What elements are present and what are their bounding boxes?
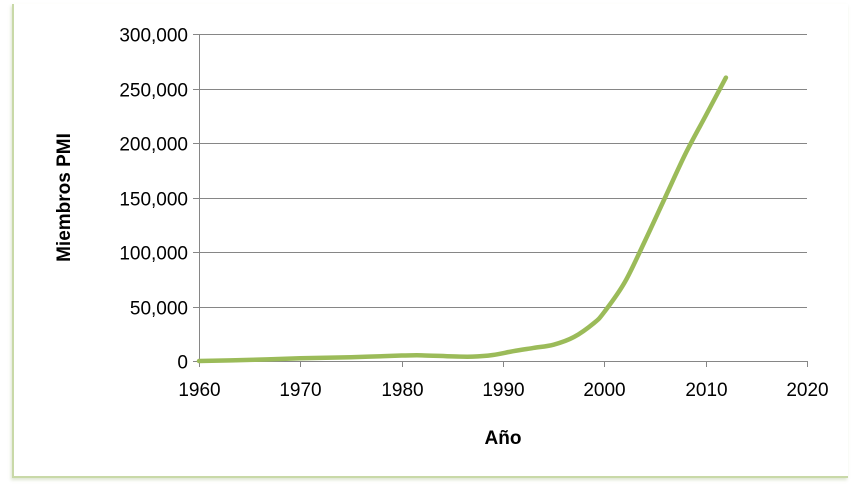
- y-tick-label-3: 150,000: [119, 190, 188, 211]
- x-tick-label-0: 1960: [178, 380, 220, 401]
- y-tick-label-1: 50,000: [130, 299, 188, 320]
- series-line-0: [196, 75, 729, 364]
- x-axis-title: Año: [485, 428, 522, 449]
- y-tick-label-5: 250,000: [119, 81, 188, 102]
- y-axis-title: Miembros PMI: [54, 133, 75, 262]
- x-tick-label-3: 1990: [482, 380, 524, 401]
- y-tick-label-2: 100,000: [119, 244, 188, 265]
- y-tick-label-0: 0: [177, 353, 188, 374]
- series-layer: [196, 75, 729, 364]
- x-tick-label-4: 2000: [583, 380, 625, 401]
- x-tick-label-5: 2010: [685, 380, 727, 401]
- x-tick-label-6: 2020: [786, 380, 828, 401]
- gridlines: [199, 34, 807, 308]
- x-tick-label-2: 1980: [381, 380, 423, 401]
- tick-labels: 0 50,000 100,000 150,000 200,000 250,000 300,0…: [119, 26, 828, 402]
- y-tick-label-6: 300,000: [119, 26, 188, 47]
- x-tick-label-1: 1970: [279, 380, 321, 401]
- y-tick-label-4: 200,000: [119, 135, 188, 156]
- axes: [193, 34, 808, 367]
- chart-frame: [12, 4, 848, 478]
